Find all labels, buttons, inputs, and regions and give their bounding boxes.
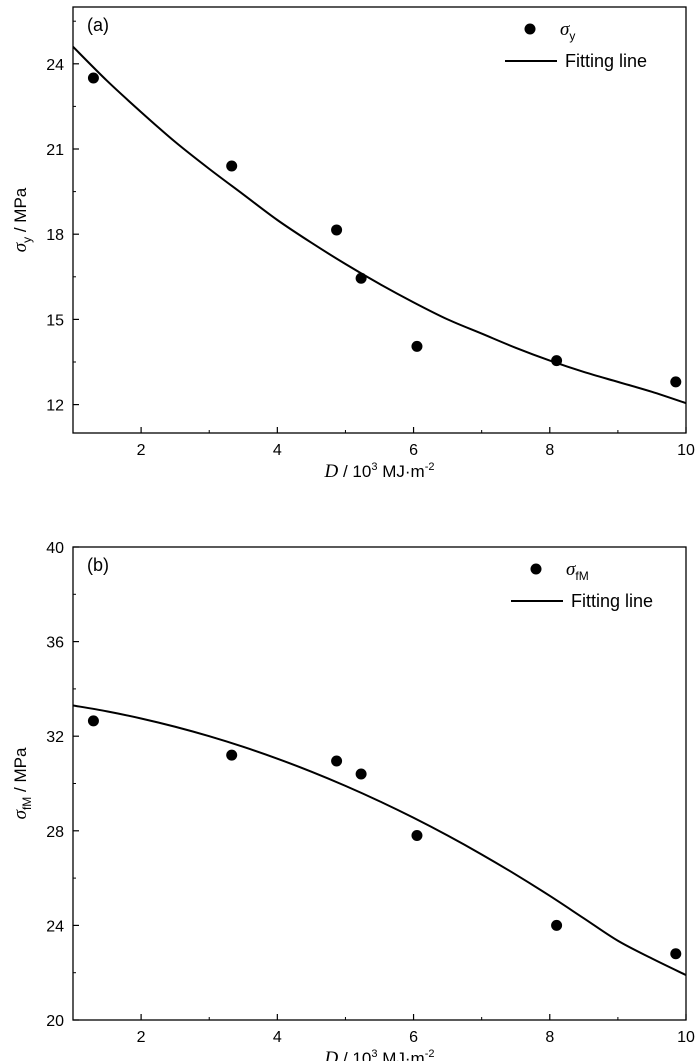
y-tick-label: 40 bbox=[46, 540, 64, 557]
legend-marker-scatter bbox=[524, 23, 536, 35]
x-tick-label: 10 bbox=[677, 1029, 695, 1046]
x-axis-title: D / 103 MJ·m-2 bbox=[324, 1048, 435, 1061]
y-tick-label: 21 bbox=[46, 142, 64, 159]
x-tick-label: 8 bbox=[545, 1029, 554, 1046]
y-tick-label: 28 bbox=[46, 824, 64, 841]
data-point bbox=[670, 376, 682, 388]
data-point bbox=[87, 715, 99, 727]
legend-label-line: Fitting line bbox=[571, 591, 653, 611]
panel-label: (a) bbox=[87, 15, 109, 35]
y-tick-label: 18 bbox=[46, 227, 64, 244]
x-tick-label: 2 bbox=[137, 1029, 146, 1046]
x-tick-label: 2 bbox=[137, 442, 146, 459]
data-point bbox=[331, 224, 343, 236]
x-axis-title: D / 103 MJ·m-2 bbox=[324, 461, 435, 482]
fitting-line bbox=[73, 704, 686, 976]
y-tick-label: 32 bbox=[46, 729, 64, 746]
data-point bbox=[670, 948, 682, 960]
x-tick-label: 4 bbox=[273, 442, 282, 459]
data-point bbox=[226, 749, 238, 761]
y-tick-label: 15 bbox=[46, 312, 64, 329]
y-tick-label: 36 bbox=[46, 635, 64, 652]
data-point bbox=[226, 160, 238, 172]
y-axis-title: σy / MPa bbox=[10, 187, 34, 252]
y-tick-label: 20 bbox=[46, 1013, 64, 1030]
plot-frame bbox=[72, 546, 687, 1021]
panel-label: (b) bbox=[87, 555, 109, 575]
y-axis-title: σfM / MPa bbox=[10, 747, 34, 819]
x-tick-label: 4 bbox=[273, 1029, 282, 1046]
x-tick-label: 6 bbox=[409, 442, 418, 459]
y-tick-label: 24 bbox=[46, 57, 64, 74]
fitting-line bbox=[73, 46, 686, 405]
plot-frame bbox=[72, 6, 687, 434]
x-tick-label: 8 bbox=[545, 442, 554, 459]
legend-label-scatter: σfM bbox=[566, 559, 589, 583]
legend-marker-scatter bbox=[530, 563, 542, 575]
data-point bbox=[411, 340, 423, 352]
data-point bbox=[87, 72, 99, 84]
y-tick-label: 12 bbox=[46, 398, 64, 415]
legend-label-line: Fitting line bbox=[565, 51, 647, 71]
legend-label-scatter: σy bbox=[560, 19, 575, 43]
data-point bbox=[331, 755, 343, 767]
y-tick-label: 24 bbox=[46, 918, 64, 935]
data-point bbox=[355, 768, 367, 780]
x-tick-label: 6 bbox=[409, 1029, 418, 1046]
data-point bbox=[411, 830, 423, 842]
data-point bbox=[551, 919, 563, 931]
x-tick-label: 10 bbox=[677, 442, 695, 459]
